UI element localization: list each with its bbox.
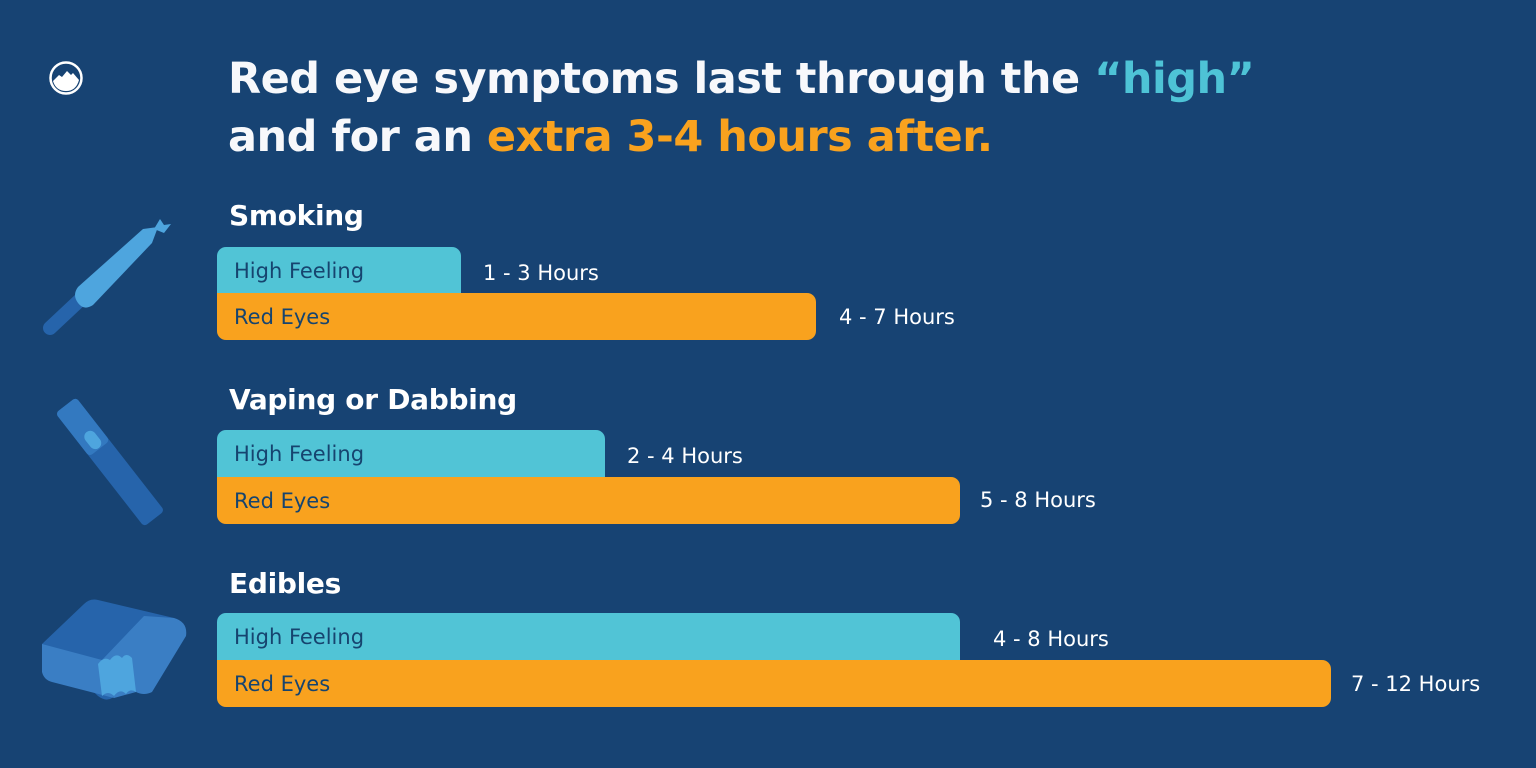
section-title-vaping: Vaping or Dabbing	[229, 383, 517, 416]
bar-smoking-red-eyes: Red Eyes	[217, 293, 816, 340]
vape-pen-icon	[57, 398, 163, 526]
bar-label: Red Eyes	[234, 304, 331, 329]
mountain-logo-icon	[49, 61, 83, 95]
title-line-2: and for an extra 3-4 hours after.	[228, 112, 993, 162]
bar-label: High Feeling	[234, 258, 365, 283]
bar-vaping-high-feeling: High Feeling	[217, 430, 605, 477]
page-title: Red eye symptoms last through the “high”…	[228, 50, 1255, 166]
bar-vaping-red-eyes: Red Eyes	[217, 477, 960, 524]
joint-icon	[43, 219, 171, 335]
bar-label: Red Eyes	[234, 671, 331, 696]
section-title-smoking: Smoking	[229, 199, 364, 232]
value-vaping-red-eyes: 5 - 8 Hours	[980, 487, 1096, 512]
bar-label: High Feeling	[234, 624, 365, 649]
bar-edibles-red-eyes: Red Eyes	[217, 660, 1331, 707]
title-highlight-extra-hours: extra 3-4 hours after.	[486, 112, 993, 162]
value-vaping-high-feeling: 2 - 4 Hours	[627, 443, 743, 468]
bar-label: High Feeling	[234, 441, 365, 466]
section-title-edibles: Edibles	[229, 567, 341, 600]
value-smoking-high-feeling: 1 - 3 Hours	[483, 260, 599, 285]
bar-smoking-high-feeling: High Feeling	[217, 247, 461, 294]
title-highlight-high: “high”	[1094, 54, 1255, 104]
title-line-1: Red eye symptoms last through the “high”	[228, 54, 1255, 104]
bar-label: Red Eyes	[234, 488, 331, 513]
bar-edibles-high-feeling: High Feeling	[217, 613, 960, 660]
value-edibles-red-eyes: 7 - 12 Hours	[1351, 671, 1481, 696]
edible-brownie-icon	[42, 599, 187, 700]
value-smoking-red-eyes: 4 - 7 Hours	[839, 304, 955, 329]
value-edibles-high-feeling: 4 - 8 Hours	[993, 626, 1109, 651]
